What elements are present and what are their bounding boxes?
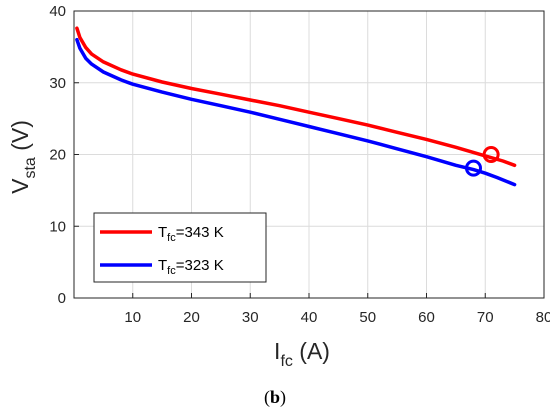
y-tick-label-20: 20: [49, 147, 66, 164]
figure-caption-letter: b: [269, 387, 280, 407]
axis-ticks: 10 20 30 40 50 60 70 80 0 10 20 30 40: [49, 3, 550, 326]
x-tick-label-50: 50: [359, 309, 376, 326]
series-line-1: [75, 37, 517, 187]
x-tick-label-10: 10: [124, 309, 141, 326]
series-marker-0: [482, 146, 500, 163]
x-axis-label: Ifc (A): [274, 338, 330, 370]
y-tick-label-10: 10: [49, 218, 66, 235]
y-axis-label: Vsta (V): [7, 120, 39, 194]
series-line-0: [75, 26, 517, 168]
series-lines: [75, 26, 517, 187]
x-tick-label-20: 20: [183, 309, 200, 326]
x-tick-label-80: 80: [536, 309, 550, 326]
legend-label-323k: Tfc=323 K: [158, 257, 224, 277]
y-tick-label-30: 30: [49, 75, 66, 92]
legend-label-343k: Tfc=343 K: [158, 224, 224, 244]
series-markers: [465, 146, 500, 177]
grid: [74, 11, 544, 298]
x-tick-label-70: 70: [477, 309, 494, 326]
legend-box: [93, 212, 267, 283]
legend: Tfc=343 K Tfc=323 K: [93, 212, 267, 283]
y-tick-label-0: 0: [58, 290, 66, 307]
x-tick-label-60: 60: [418, 309, 435, 326]
chart: 10 20 30 40 50 60 70 80 0 10 20 30 40 Ifc (A) Vsta (…: [7, 3, 550, 370]
figure-caption: (b): [263, 387, 286, 407]
series-marker-1: [465, 159, 482, 177]
y-tick-label-40: 40: [49, 3, 66, 20]
x-tick-label-30: 30: [242, 309, 259, 326]
x-tick-label-40: 40: [301, 309, 318, 326]
